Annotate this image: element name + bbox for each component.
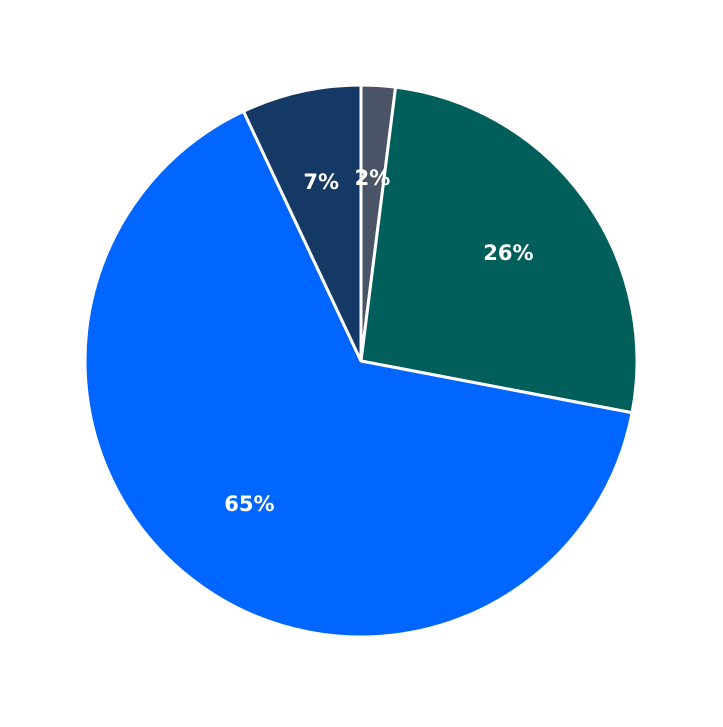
slice-label: 7% (303, 170, 339, 194)
pie-slice (359, 85, 639, 415)
slice-label: 2% (355, 166, 391, 190)
pie-slice (241, 83, 363, 363)
slice-label: 65% (224, 492, 274, 516)
pie-slice (83, 109, 634, 639)
slice-label: 26% (483, 241, 533, 265)
